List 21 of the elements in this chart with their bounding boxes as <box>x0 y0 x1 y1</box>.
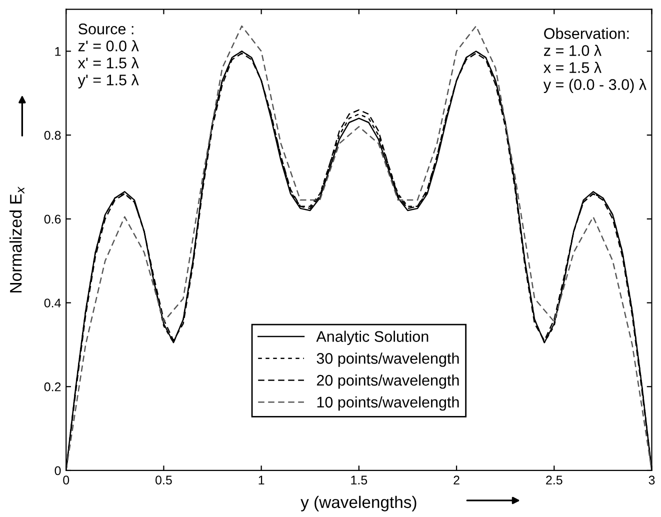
y-tick-label: 0.4 <box>44 298 61 308</box>
y-axis-title: Normalized E$_{x}$ <box>9 186 24 292</box>
legend-label: Analytic Solution <box>316 330 428 345</box>
y-tick-label: 0 <box>54 466 61 476</box>
x-tick-label: 2.5 <box>546 476 562 485</box>
x-tick-label: 0.5 <box>156 476 172 485</box>
y-tick-label: 0.6 <box>44 214 61 224</box>
legend-label: 20 points/wavelength <box>316 374 459 389</box>
x-tick-label: 0 <box>63 476 70 485</box>
y-tick-label: 0.2 <box>44 382 61 392</box>
x-tick-label: 1.5 <box>351 476 368 485</box>
annotation: Source : z' = 0.0 λ x' = 1.5 λ y' = 1.5 λ <box>78 24 139 88</box>
x-tick-label: 3 <box>648 476 655 485</box>
annotation: Observation: z = 1.0 λ x = 1.5 λ y = (0.0 - 3.0) λ <box>543 28 646 94</box>
legend-label: 30 points/wavelength <box>316 352 459 367</box>
y-tick-label: 1 <box>55 47 61 56</box>
x-axis-title: y (wavelengths) <box>300 496 416 512</box>
x-tick-label: 1 <box>258 476 264 484</box>
legend-label: 10 points/wavelength <box>317 396 459 411</box>
y-tick-label: 0.8 <box>44 130 61 140</box>
x-tick-label: 2 <box>454 476 460 484</box>
